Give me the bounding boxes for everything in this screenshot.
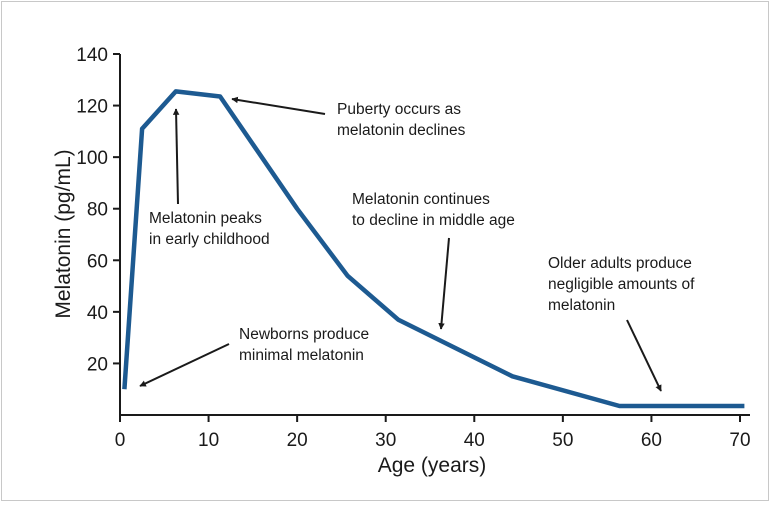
x-tick-label: 50 [552, 430, 573, 451]
annotation-newborns-arrow [139, 343, 230, 387]
x-ticks: 0 10 20 30 40 50 60 70 [115, 415, 751, 451]
annotation-older-adults-line: Older adults produce [548, 255, 692, 272]
annotation-peak-line: Melatonin peaks [149, 210, 262, 227]
y-tick-label: 60 [87, 251, 108, 272]
y-tick-label: 40 [87, 303, 108, 324]
annotation-middle-age-arrow [438, 237, 450, 330]
y-ticks: 20 40 60 80 100 120 140 [76, 45, 120, 375]
annotation-older-adults: Older adults produce negligible amounts … [548, 255, 699, 392]
annotation-older-adults-line: negligible amounts of [548, 276, 695, 293]
annotations: Melatonin peaks in early childhood Puber… [139, 96, 699, 392]
y-tick-label: 100 [76, 148, 108, 169]
x-tick-label: 70 [729, 430, 750, 451]
x-tick-label: 20 [287, 430, 308, 451]
y-tick-label: 120 [76, 97, 108, 118]
y-tick-label: 80 [87, 200, 108, 221]
annotation-middle-age-line: Melatonin continues [352, 191, 490, 208]
x-tick-label: 40 [464, 430, 485, 451]
annotation-peak-line: in early childhood [149, 231, 270, 248]
annotation-puberty-line: melatonin declines [337, 122, 466, 139]
annotation-newborns-text: Newborns produce minimal melatonin [239, 326, 373, 364]
annotation-puberty-line: Puberty occurs as [337, 101, 461, 118]
x-axis-title: Age (years) [378, 454, 487, 477]
annotation-older-adults-arrow [626, 319, 662, 392]
y-axis-title: Melatonin (pg/mL) [52, 149, 75, 318]
annotation-newborns: Newborns produce minimal melatonin [139, 326, 373, 387]
x-tick-label: 30 [375, 430, 396, 451]
annotation-puberty-arrow [231, 96, 326, 115]
axes [119, 54, 750, 416]
annotation-middle-age-text: Melatonin continues to decline in middle… [352, 191, 515, 229]
y-tick-label: 140 [76, 45, 108, 66]
melatonin-series-line [122, 89, 745, 409]
annotation-puberty: Puberty occurs as melatonin declines [231, 96, 466, 139]
annotation-puberty-text: Puberty occurs as melatonin declines [337, 101, 466, 139]
series [122, 89, 745, 409]
x-tick-label: 0 [115, 430, 126, 451]
annotation-newborns-line: minimal melatonin [239, 347, 364, 364]
annotation-peak: Melatonin peaks in early childhood [149, 108, 270, 248]
annotation-peak-text: Melatonin peaks in early childhood [149, 210, 270, 248]
annotation-older-adults-line: melatonin [548, 297, 615, 314]
annotation-newborns-line: Newborns produce [239, 326, 369, 343]
x-tick-label: 60 [641, 430, 662, 451]
annotation-middle-age-line: to decline in middle age [352, 212, 515, 229]
annotation-peak-arrow [172, 108, 180, 205]
annotation-middle-age: Melatonin continues to decline in middle… [352, 191, 515, 330]
y-tick-label: 20 [87, 354, 108, 375]
x-tick-label: 10 [198, 430, 219, 451]
annotation-older-adults-text: Older adults produce negligible amounts … [548, 255, 699, 314]
